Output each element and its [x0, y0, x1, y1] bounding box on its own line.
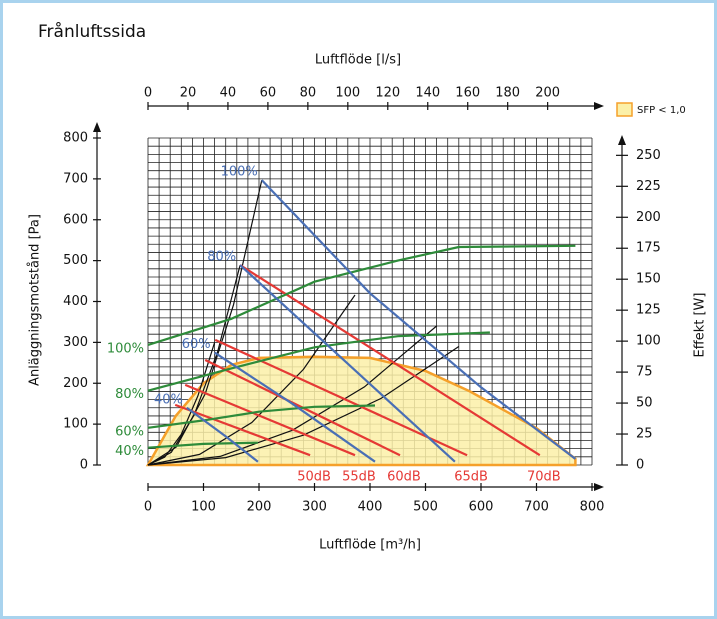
- arrow: [594, 102, 604, 110]
- x-tick-label: 700: [524, 500, 549, 515]
- y-tick-label: 300: [63, 335, 88, 350]
- x2-tick-label: 80: [300, 86, 317, 101]
- y-tick-label: 100: [63, 417, 88, 432]
- speed-label: 80%: [207, 250, 236, 265]
- x-tick-label: 300: [302, 500, 327, 515]
- x-tick-label: 500: [413, 500, 438, 515]
- y-tick-label: 0: [80, 458, 88, 473]
- sound-label: 50dB: [297, 470, 331, 485]
- curve: [147, 346, 460, 466]
- curve: [213, 351, 376, 463]
- y2-tick-label: 125: [636, 303, 661, 318]
- curve: [147, 264, 241, 466]
- sound-label: 70dB: [527, 470, 561, 485]
- y2-tick-label: 0: [636, 458, 644, 473]
- x-tick-label: 100: [191, 500, 216, 515]
- speed-label: 100%: [221, 165, 258, 180]
- curve: [214, 338, 468, 457]
- x-tick-label: 400: [358, 500, 383, 515]
- sound-label: 55dB: [342, 470, 376, 485]
- x-tick-label: 800: [580, 500, 605, 515]
- y-tick-label: 700: [63, 171, 88, 186]
- power-label: 80%: [115, 387, 144, 402]
- x-axis-label: Luftflöde [m³/h]: [319, 538, 421, 553]
- curve: [147, 404, 376, 429]
- x2-tick-label: 0: [144, 86, 152, 101]
- legend-label: SFP < 1,0: [637, 105, 686, 116]
- curve: [239, 264, 456, 463]
- x2-tick-label: 160: [455, 86, 480, 101]
- curve: [147, 244, 576, 346]
- speed-label: 60%: [182, 337, 211, 352]
- curve: [147, 342, 216, 466]
- y2-axis-label: Effekt [W]: [693, 293, 708, 358]
- x-tick-label: 0: [144, 500, 152, 515]
- curve: [174, 403, 311, 457]
- curve: [261, 179, 577, 460]
- y-axis-label: Anläggningsmotstånd [Pa]: [28, 214, 43, 386]
- x2-tick-label: 140: [415, 86, 440, 101]
- y-tick-label: 400: [63, 294, 88, 309]
- speed-label: 40%: [154, 392, 183, 407]
- x-tick-label: 600: [469, 500, 494, 515]
- arrow: [93, 122, 101, 132]
- arrow: [618, 135, 626, 145]
- y2-tick-label: 150: [636, 272, 661, 287]
- arrow: [594, 483, 604, 491]
- y-tick-label: 800: [63, 131, 88, 146]
- x2-tick-label: 40: [220, 86, 237, 101]
- sound-label: 65dB: [454, 470, 488, 485]
- x2-tick-label: 180: [495, 86, 520, 101]
- x2-axis-label: Luftflöde [l/s]: [315, 53, 401, 68]
- curve: [147, 331, 490, 392]
- y2-tick-label: 50: [636, 396, 653, 411]
- y2-tick-label: 200: [636, 210, 661, 225]
- axes: [93, 102, 626, 491]
- y2-tick-label: 100: [636, 334, 661, 349]
- y-tick-label: 600: [63, 212, 88, 227]
- y2-tick-label: 25: [636, 427, 653, 442]
- y-tick-label: 500: [63, 253, 88, 268]
- x-tick-label: 200: [247, 500, 272, 515]
- curve: [239, 264, 541, 457]
- y2-tick-label: 75: [636, 365, 653, 380]
- y2-tick-label: 250: [636, 148, 661, 163]
- y2-tick-label: 175: [636, 241, 661, 256]
- x2-tick-label: 20: [180, 86, 197, 101]
- power-label: 60%: [115, 424, 144, 439]
- curve: [147, 441, 258, 449]
- power-label: 40%: [115, 444, 144, 459]
- y2-tick-label: 225: [636, 179, 661, 194]
- chart-title: Frånluftssida: [38, 21, 146, 42]
- curve: [186, 406, 259, 463]
- x2-tick-label: 100: [335, 86, 360, 101]
- sound-label: 60dB: [387, 470, 421, 485]
- power-label: 100%: [107, 341, 144, 356]
- legend-swatch: [616, 102, 633, 117]
- curve: [147, 294, 356, 466]
- x2-tick-label: 200: [535, 86, 560, 101]
- curve: [184, 383, 356, 457]
- x2-tick-label: 60: [260, 86, 277, 101]
- x2-tick-label: 120: [375, 86, 400, 101]
- y-tick-label: 200: [63, 376, 88, 391]
